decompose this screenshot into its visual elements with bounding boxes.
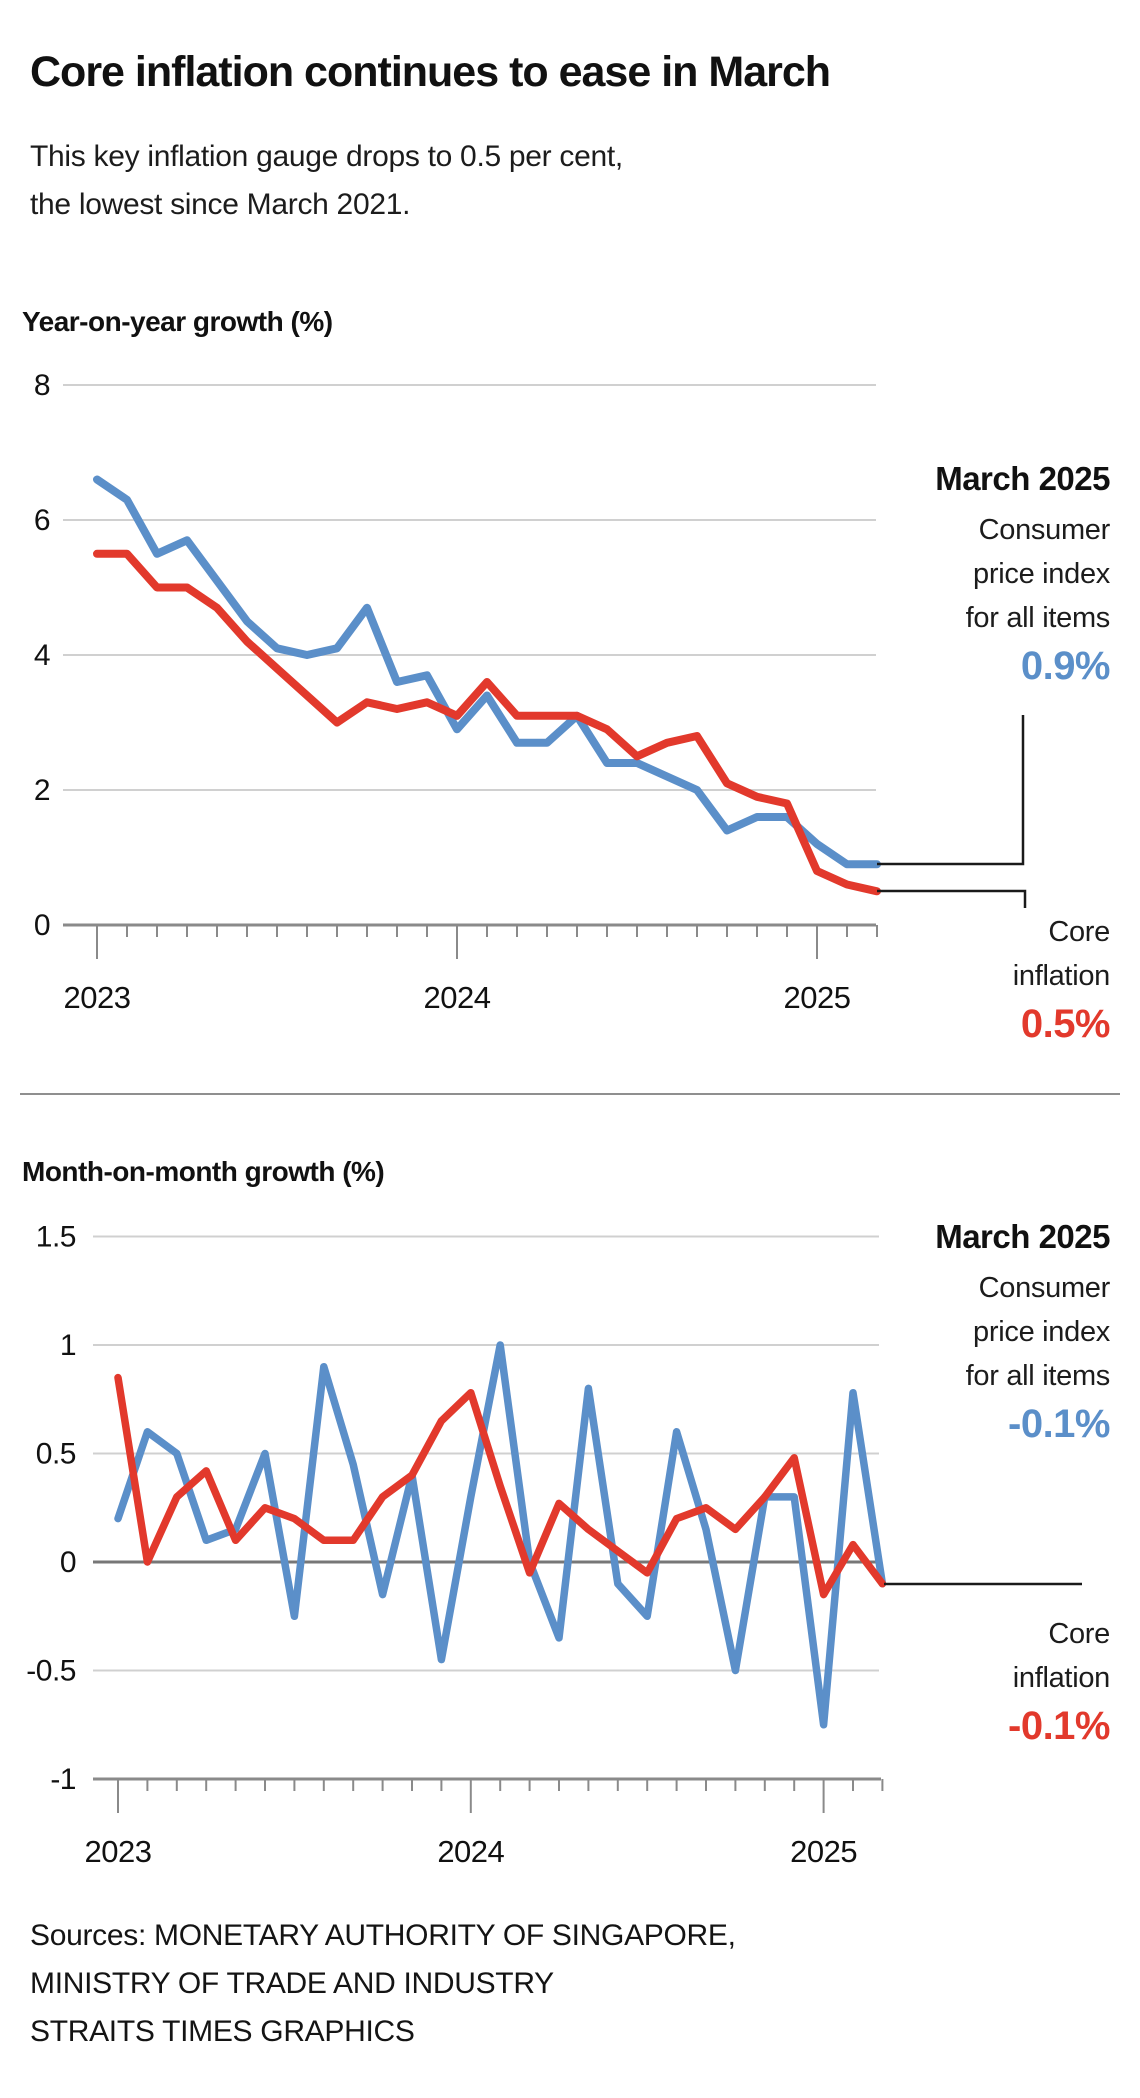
yoy-line-chart: 8 6 4 2 0 2023 2024 2025: [34, 369, 1027, 1015]
cpi-label-line: price index: [973, 558, 1110, 590]
annotation-mom: March 2025 Consumer price index for all …: [935, 1218, 1110, 1447]
cpi-line: [114, 1341, 887, 1729]
core-value: -0.1%: [1008, 1704, 1111, 1748]
y-tick-label: 1: [60, 1329, 76, 1362]
core-value: 0.5%: [1020, 1002, 1111, 1046]
y-tick-label: 6: [34, 504, 50, 537]
y-tick-label: 0.5: [36, 1438, 76, 1471]
sources-block: Sources: MONETARY AUTHORITY OF SINGAPORE…: [30, 1912, 736, 2056]
subtitle-line-2: the lowest since March 2021.: [30, 188, 411, 221]
annotation-yoy: March 2025 Consumer price index for all …: [935, 460, 1110, 689]
y-tick-label: 0: [60, 1546, 76, 1579]
connector-line: [877, 889, 1027, 908]
year-label: 2025: [784, 980, 851, 1015]
annotation-heading: March 2025: [935, 460, 1110, 497]
chart-yoy-title: Year-on-year growth (%): [22, 306, 333, 337]
core-label-line: inflation: [1012, 1662, 1111, 1694]
y-tick-label: 0: [34, 909, 50, 942]
mom-line-chart: 1.5 1 0.5 0 -0.5 -1 2023 2024 2025: [26, 1221, 1082, 1869]
annotation-heading: March 2025: [935, 1218, 1110, 1255]
annotation-mom-core: Core inflation -0.1%: [1008, 1612, 1111, 1749]
y-tick-label: -0.5: [26, 1655, 76, 1688]
connector-line: [877, 715, 1025, 866]
sources-line-1: Sources: MONETARY AUTHORITY OF SINGAPORE…: [30, 1919, 736, 1952]
year-label: 2024: [424, 980, 491, 1015]
sources-line-3: STRAITS TIMES GRAPHICS: [30, 2015, 415, 2048]
core-line: [93, 549, 881, 896]
cpi-label-line: price index: [973, 1316, 1110, 1348]
cpi-value: 0.9%: [1020, 644, 1111, 688]
cpi-label-line: Consumer: [978, 1272, 1111, 1304]
core-label-line: Core: [1048, 916, 1110, 948]
cpi-label-line: Consumer: [978, 514, 1111, 546]
chart-mom-title: Month-on-month growth (%): [22, 1156, 385, 1187]
y-tick-label: 1.5: [36, 1221, 76, 1254]
year-label: 2023: [64, 980, 131, 1015]
subtitle-line-1: This key inflation gauge drops to 0.5 pe…: [30, 140, 623, 173]
cpi-line: [93, 475, 881, 869]
section-divider: [20, 1093, 1120, 1095]
page-title: Core inflation continues to ease in Marc…: [30, 48, 831, 96]
y-tick-label: 2: [34, 774, 50, 807]
y-tick-label: 8: [34, 369, 50, 402]
cpi-label-line: for all items: [965, 1360, 1111, 1392]
annotation-yoy-core: Core inflation 0.5%: [1012, 910, 1111, 1047]
year-label: 2024: [437, 1834, 504, 1869]
year-label: 2023: [85, 1834, 152, 1869]
y-tick-label: -1: [50, 1763, 76, 1796]
year-label: 2025: [790, 1834, 857, 1869]
sources-line-2: MINISTRY OF TRADE AND INDUSTRY: [30, 1967, 554, 2000]
core-label-line: inflation: [1012, 960, 1111, 992]
cpi-value: -0.1%: [1008, 1402, 1110, 1446]
cpi-label-line: for all items: [965, 602, 1111, 634]
y-tick-label: 4: [34, 639, 50, 672]
core-line: [114, 1373, 887, 1599]
core-label-line: Core: [1048, 1618, 1110, 1650]
